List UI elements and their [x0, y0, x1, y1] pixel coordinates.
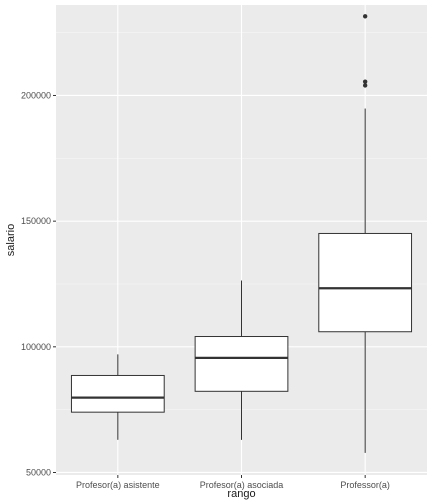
box-1	[70, 354, 165, 440]
box-2	[194, 280, 289, 440]
x-axis-title: rango	[227, 488, 255, 500]
y-tick-label: 200000	[21, 90, 51, 100]
iqr-box	[318, 232, 413, 333]
iqr-box	[194, 336, 289, 392]
x-tick-label: Professor(a)	[340, 480, 390, 490]
x-tick-label: Profesor(a) asistente	[76, 480, 160, 490]
x-tick-label: Profesor(a) asociada	[200, 480, 284, 490]
y-axis-ticks: 50000 100000 150000 200000	[21, 90, 56, 477]
y-tick-label: 150000	[21, 216, 51, 226]
outlier-point	[362, 79, 368, 84]
outlier-point	[362, 14, 368, 19]
outlier-point	[362, 83, 368, 88]
boxes-layer	[70, 14, 413, 453]
y-axis-title: salario	[5, 224, 17, 256]
x-axis-ticks: Profesor(a) asistente Profesor(a) asociad…	[76, 475, 390, 490]
y-tick-label: 50000	[26, 467, 51, 477]
iqr-box	[70, 374, 165, 413]
box-3	[318, 14, 413, 453]
y-tick-label: 100000	[21, 342, 51, 352]
